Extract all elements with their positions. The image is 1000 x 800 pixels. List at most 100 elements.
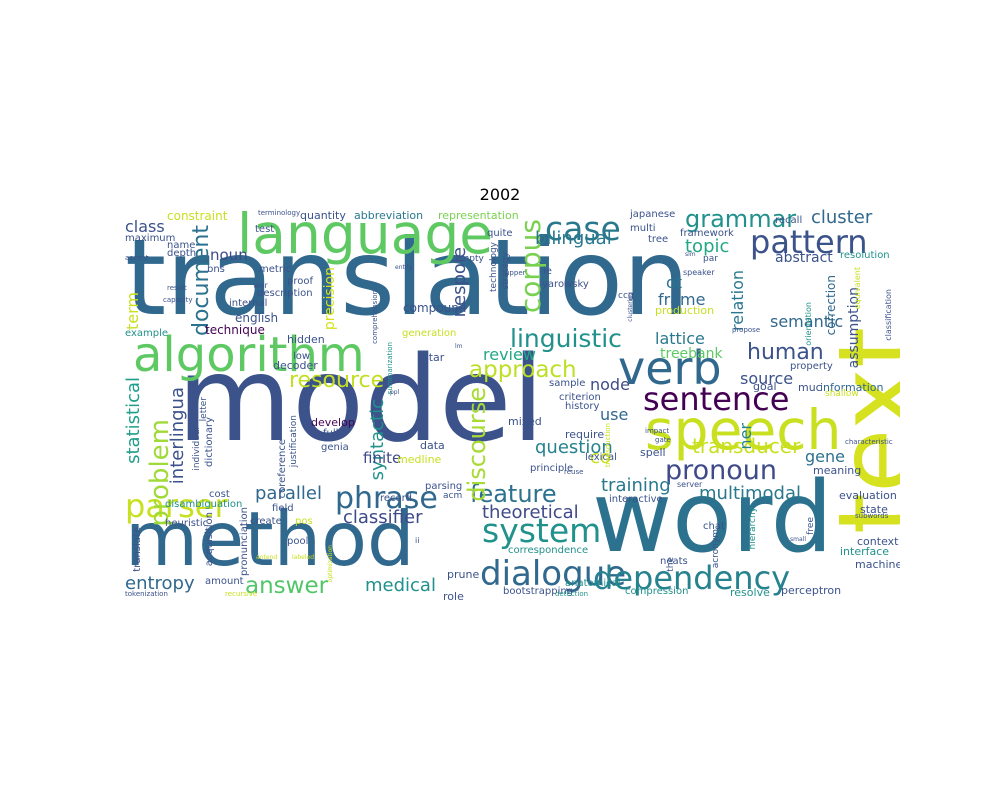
cloud-word: yarowsky [542, 279, 589, 290]
cloud-word: example [125, 328, 169, 339]
cloud-word: syntactic [367, 399, 388, 481]
cloud-word: constraint [167, 209, 228, 223]
cloud-word: parser [125, 487, 228, 525]
cloud-word: full [323, 428, 339, 439]
cloud-word: amount [205, 576, 244, 587]
cloud-word: feature [470, 480, 557, 508]
cloud-word: quite [487, 228, 513, 239]
cloud-word: pattern [750, 223, 868, 261]
cloud-word: cluster [811, 207, 873, 228]
cloud-word: parallel [255, 483, 322, 504]
cloud-word: capacity [163, 296, 193, 304]
cloud-word: translation [125, 217, 690, 339]
cloud-word: server [677, 480, 703, 489]
cloud-word: test [255, 224, 275, 235]
cloud-word: star [423, 351, 445, 364]
cloud-word: labeled [292, 554, 315, 561]
cloud-word: language [237, 207, 494, 266]
cloud-word: case [545, 209, 621, 248]
cloud-word: acquisition [204, 512, 215, 567]
cloud-word: bootstrapping [503, 586, 574, 597]
cloud-word: justification [289, 415, 299, 468]
cloud-word: meaning [813, 464, 862, 477]
cloud-word: approach [469, 357, 577, 383]
cloud-word: dialogue [480, 554, 627, 594]
cloud-word: anatomical [565, 578, 621, 589]
cloud-word: criterion [559, 392, 601, 403]
cloud-word: tree [648, 234, 669, 245]
cloud-word: machine [855, 558, 900, 571]
cloud-word: entity [395, 264, 413, 271]
cloud-word: question [535, 437, 613, 458]
cloud-word: framework [680, 228, 734, 239]
cloud-word: source [740, 369, 794, 388]
cloud-word: speaker [683, 268, 715, 277]
cloud-word: method [125, 495, 415, 583]
cloud-word: multi [630, 223, 656, 234]
cloud-word: word [592, 461, 833, 575]
cloud-word: upper [505, 269, 526, 277]
cloud-word: representation [438, 209, 519, 222]
cloud-word: sample [549, 378, 586, 389]
cloud-word: production [655, 304, 715, 317]
cloud-word: pos [295, 516, 313, 527]
cloud-word: medical [365, 575, 436, 596]
cloud-word: lm [455, 343, 463, 350]
cloud-word: co [590, 447, 611, 468]
cloud-word: state [860, 503, 888, 516]
cloud-word: interlingua [167, 387, 188, 485]
cloud-word: linguistic [510, 324, 622, 353]
cloud-word: characteristic [845, 438, 893, 446]
cloud-word: heuristic [165, 518, 209, 529]
cloud-word: depth [167, 248, 197, 259]
cloud-word: resolve [730, 586, 770, 599]
cloud-word: model [177, 330, 545, 468]
cloud-word: letter [199, 397, 209, 422]
cloud-word: interface [840, 545, 890, 558]
cloud-word: finite [363, 449, 402, 467]
cloud-word: context [857, 535, 899, 548]
cloud-word: coreference [277, 439, 288, 499]
cloud-word: par [703, 254, 718, 264]
cloud-word: multimodal [699, 483, 802, 504]
cloud-word: history [565, 401, 600, 412]
cloud-word: ner [736, 423, 755, 450]
cloud-word: technique [205, 323, 265, 337]
cloud-word: discourse [463, 387, 491, 502]
cloud-word: quantity [300, 209, 346, 222]
cloud-word: resource [289, 368, 385, 393]
cloud-word: ot [666, 273, 683, 292]
cloud-word: reuse [564, 468, 584, 476]
cloud-word: gene [805, 447, 845, 466]
cloud-word: propose [732, 326, 761, 334]
cloud-word: answer [245, 573, 329, 599]
cloud-word: theoretical [482, 502, 579, 523]
cloud-word: principle [530, 463, 574, 474]
cloud-word: speech [645, 398, 842, 462]
cloud-word: slm [685, 251, 696, 258]
cloud-word: dependency [593, 559, 791, 597]
cloud-word: entropy [125, 573, 195, 594]
cloud-word: abstract [775, 250, 833, 266]
cloud-word: neats [660, 556, 688, 567]
cloud-word: impact [645, 427, 670, 435]
cloud-word: property [790, 361, 833, 372]
cloud-word: treebank [660, 346, 723, 362]
cloud-word: individual [192, 427, 202, 471]
cloud-word: correspondence [508, 545, 589, 556]
cloud-word: develop [311, 416, 355, 429]
cloud-word: recall [775, 215, 803, 226]
cloud-word: field [272, 503, 294, 514]
cloud-word: compression [625, 586, 689, 597]
cloud-word: term [125, 292, 142, 330]
cloud-word: recursive [225, 590, 258, 598]
cloud-word: english [235, 311, 279, 325]
cloud-word: abbreviation [354, 209, 424, 222]
cloud-word: create [250, 516, 282, 527]
cloud-word: free [806, 517, 816, 535]
cloud-word: noun [210, 246, 248, 264]
cloud-word: compound [403, 301, 467, 315]
cloud-word: medline [397, 453, 442, 466]
cloud-word: internal [229, 298, 268, 309]
cloud-word: statistical [125, 377, 144, 464]
